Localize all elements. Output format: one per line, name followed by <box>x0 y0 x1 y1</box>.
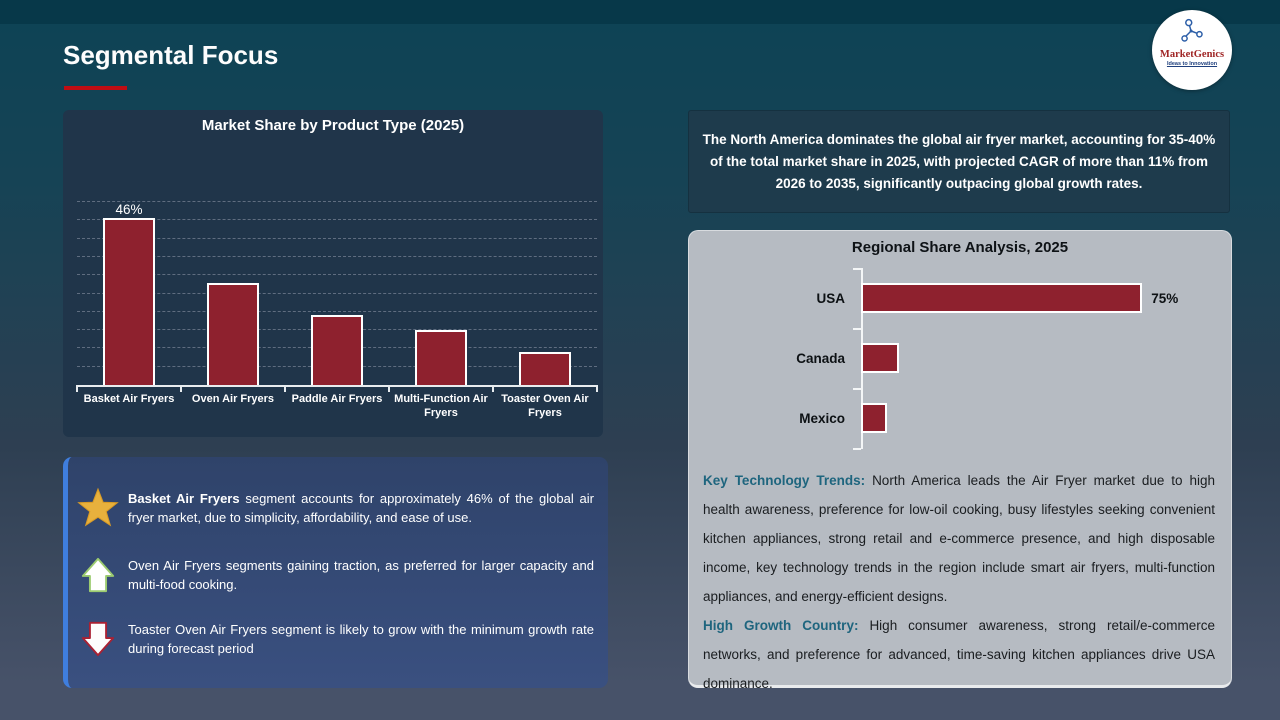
north-america-summary-box: The North America dominates the global a… <box>688 110 1230 213</box>
gridline <box>77 310 597 312</box>
insight-text: Oven Air Fryers segments gaining tractio… <box>128 557 594 592</box>
key-technology-trends-note: Key Technology Trends: North America lea… <box>703 466 1215 611</box>
axis-tick <box>853 268 861 270</box>
gridline <box>77 201 597 202</box>
bars-container: 46% <box>77 202 597 385</box>
x-label-multi-function-air-fryers: Multi-Function Air Fryers <box>394 393 488 419</box>
insights-panel: Basket Air Fryers segment accounts for a… <box>63 457 608 688</box>
axis-tick <box>853 328 861 330</box>
axis-tick <box>76 385 78 392</box>
gridline <box>77 219 597 221</box>
x-axis-labels: Basket Air Fryers Oven Air Fryers Paddle A… <box>77 393 597 420</box>
bar-basket-air-fryers <box>103 218 155 385</box>
gridline <box>77 255 597 257</box>
gridline <box>77 274 597 276</box>
x-label-oven-air-fryers: Oven Air Fryers <box>191 393 275 405</box>
axis-tick <box>388 385 390 392</box>
regional-chart-title: Regional Share Analysis, 2025 <box>851 239 1069 256</box>
logo-tagline: Ideas to Innovation <box>1166 61 1218 67</box>
bar-row-mexico: Mexico <box>689 388 1219 448</box>
bar-paddle-air-fryers <box>311 315 363 385</box>
x-label-paddle-air-fryers: Paddle Air Fryers <box>291 393 383 405</box>
note-body: High consumer awareness, strong retail/e… <box>703 618 1215 691</box>
regional-panel: Regional Share Analysis, 2025 USA 75% Cana… <box>688 230 1232 691</box>
north-america-summary-text: The North America dominates the global a… <box>702 131 1216 191</box>
data-label: 46% <box>115 202 143 217</box>
bar-track <box>861 343 1161 373</box>
axis-tick <box>180 385 182 392</box>
bar-row-usa: USA 75% <box>689 268 1219 328</box>
data-label: 75% <box>1151 290 1179 306</box>
note-body: North America leads the Air Fryer market… <box>703 473 1215 604</box>
x-label-toaster-oven-air-fryers: Toaster Oven Air Fryers <box>501 393 589 419</box>
product-type-chart-title: Market Share by Product Type (2025) <box>201 117 465 134</box>
title-underline <box>64 86 127 90</box>
bar-row-canada: Canada <box>689 328 1219 388</box>
bar-column-multi-function-air-fryers <box>389 202 493 385</box>
bar-mexico <box>861 403 888 433</box>
x-axis-line <box>77 385 597 387</box>
top-band <box>0 0 1280 24</box>
bar-column-toaster-oven-air-fryers <box>493 202 597 385</box>
regional-notes: Key Technology Trends: North America lea… <box>689 456 1231 698</box>
bar-track: 75% <box>861 283 1178 313</box>
insight-text: Basket Air Fryers segment accounts for a… <box>128 491 594 526</box>
bar-track <box>861 403 1161 433</box>
logo-brand: MarketGenics <box>1159 49 1225 60</box>
bar-toaster-oven-air-fryers <box>519 352 571 385</box>
axis-tick <box>492 385 494 392</box>
insight-item-oven: Oven Air Fryers segments gaining tractio… <box>68 556 598 594</box>
axis-tick <box>853 448 861 450</box>
axis-tick <box>284 385 286 392</box>
insight-item-toaster: Toaster Oven Air Fryers segment is likel… <box>68 620 598 658</box>
category-label-usa: USA <box>816 290 845 306</box>
gridline <box>77 237 597 239</box>
molecule-icon <box>1181 18 1203 42</box>
axis-tick <box>853 388 861 390</box>
insight-item-basket: Basket Air Fryers segment accounts for a… <box>68 487 598 529</box>
logo: MarketGenics Ideas to Innovation <box>1152 10 1232 90</box>
category-label-mexico: Mexico <box>799 410 845 426</box>
product-type-chart-panel: Market Share by Product Type (2025) 46% … <box>63 110 603 437</box>
bar-oven-air-fryers <box>207 282 259 385</box>
bar-column-basket-air-fryers: 46% <box>77 202 181 385</box>
bar-column-oven-air-fryers <box>181 202 285 385</box>
star-icon <box>68 487 128 529</box>
insight-text: Toaster Oven Air Fryers segment is likel… <box>128 621 594 656</box>
note-heading: High Growth Country: <box>703 618 859 633</box>
bar-canada <box>861 343 899 373</box>
bar-column-paddle-air-fryers <box>285 202 389 385</box>
product-type-plot-area: 46% <box>76 201 598 392</box>
bar-multi-function-air-fryers <box>415 330 467 385</box>
category-label-canada: Canada <box>796 350 845 366</box>
arrow-up-icon <box>68 556 128 594</box>
arrow-down-icon <box>68 620 128 658</box>
bar-usa <box>861 283 1143 313</box>
regional-chart-plot-area: USA 75% Canada Mexico <box>689 264 1231 456</box>
axis-tick <box>596 385 598 392</box>
gridline <box>77 292 597 294</box>
page-title: Segmental Focus <box>63 40 279 70</box>
x-label-basket-air-fryers: Basket Air Fryers <box>83 393 175 405</box>
note-heading: Key Technology Trends: <box>703 473 866 488</box>
high-growth-country-note: High Growth Country: High consumer aware… <box>703 611 1215 698</box>
